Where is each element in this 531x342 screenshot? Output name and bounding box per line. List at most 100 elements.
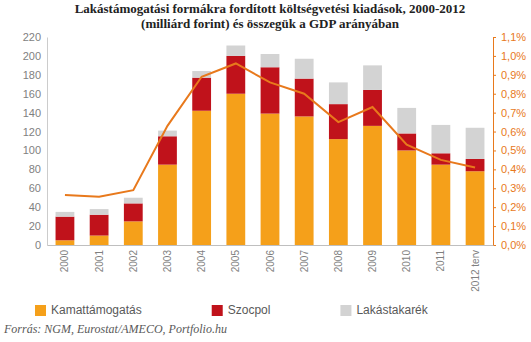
x-tick-label: 2011 <box>435 250 446 272</box>
x-tick-label: 2008 <box>333 250 344 273</box>
y2-tick-mark <box>493 150 496 151</box>
x-tick-label: 2004 <box>196 250 207 273</box>
bar <box>466 128 485 159</box>
y-tick-label: 100 <box>23 144 41 156</box>
bar <box>397 150 416 245</box>
y-tick-label: 60 <box>29 182 41 194</box>
title: Lakástámogatási formákra fordított költs… <box>75 1 466 31</box>
y2-tick-mark <box>493 56 496 57</box>
y2-tick-label: 0,1% <box>501 220 526 232</box>
y2-tick-label: 0,6% <box>501 126 526 138</box>
bar <box>261 114 280 245</box>
y-tick: 140 <box>23 107 47 119</box>
y-tick-label: 160 <box>23 88 41 100</box>
bar <box>90 209 109 215</box>
y2-tick-mark <box>493 75 496 76</box>
bar <box>431 165 450 245</box>
x-tick-label: 2005 <box>230 250 241 273</box>
x-tick: 2000 <box>59 245 70 272</box>
y2-tick-label: 0,9% <box>501 69 526 81</box>
x-tick-label: 2002 <box>128 250 139 273</box>
y-tick: 200 <box>23 50 47 62</box>
bar <box>124 203 143 221</box>
y2-tick-mark <box>493 207 496 208</box>
y2-tick-mark <box>493 188 496 189</box>
y2-tick-label: 0,8% <box>501 88 526 100</box>
bar <box>466 171 485 245</box>
bar <box>363 65 382 90</box>
legend-label: Kamattámogatás <box>51 303 142 317</box>
y2-tick: 0,9% <box>493 69 526 81</box>
x-tick: 2010 <box>401 245 412 272</box>
y2-tick-label: 0,5% <box>501 144 526 156</box>
y2-tick: 1,1% <box>493 31 526 43</box>
y2-tick: 0,1% <box>493 220 526 232</box>
x-tick: 2012 terv <box>470 245 481 292</box>
x-tick-label: 2001 <box>94 250 105 273</box>
legend-swatch <box>212 305 223 316</box>
y2-tick-label: 0,3% <box>501 182 526 194</box>
x-tick-label: 2006 <box>265 250 276 273</box>
bar <box>431 125 450 153</box>
y-tick-label: 20 <box>29 220 41 232</box>
legend-swatch <box>35 305 46 316</box>
y2-tick: 0,7% <box>493 107 526 119</box>
y2-tick-mark <box>493 94 496 95</box>
y2-tick-label: 0,4% <box>501 163 526 175</box>
y-tick: 180 <box>23 69 47 81</box>
x-tick-label: 2009 <box>367 250 378 273</box>
y-tick-label: 220 <box>23 31 41 43</box>
bar <box>295 79 314 117</box>
y2-tick-label: 1,0% <box>501 50 526 62</box>
bar <box>90 215 109 236</box>
bar <box>397 108 416 134</box>
bar <box>90 236 109 245</box>
y2-tick: 0,6% <box>493 126 526 138</box>
y2-axis-line <box>494 38 497 246</box>
y-tick: 20 <box>29 220 47 232</box>
x-tick: 2007 <box>299 245 310 272</box>
bar <box>56 240 75 245</box>
x-tick: 2008 <box>333 245 344 272</box>
y2-tick: 0,5% <box>493 144 526 156</box>
x-tick-label: 2010 <box>401 250 412 273</box>
bar <box>56 217 75 241</box>
y2-tick: 0,2% <box>493 201 526 213</box>
source-note: Forrás: NGM, Eurostat/AMECO, Portfolio.h… <box>3 322 227 336</box>
bar <box>192 78 211 111</box>
y-tick-label: 200 <box>23 50 41 62</box>
y-tick-label: 0 <box>35 239 41 251</box>
x-tick: 2009 <box>367 245 378 272</box>
x-tick-label: 2007 <box>299 250 310 273</box>
bar <box>261 54 280 67</box>
chart-container: Lakástámogatási formákra fordított költs… <box>0 0 531 342</box>
chart-svg: Lakástámogatási formákra fordított költs… <box>0 0 531 342</box>
y2-tick-mark <box>493 226 496 227</box>
legend-swatch <box>340 305 351 316</box>
x-tick-label: 2003 <box>162 250 173 273</box>
y-tick-label: 140 <box>23 107 41 119</box>
y2-tick: 0,3% <box>493 182 526 194</box>
y-tick-label: 40 <box>29 201 41 213</box>
legend-label: Lakástakarék <box>356 303 428 317</box>
y-tick: 40 <box>29 201 47 213</box>
y2-tick-mark <box>493 169 496 170</box>
x-tick: 2004 <box>196 245 207 272</box>
plot-area <box>56 46 485 245</box>
y2-tick: 1,0% <box>493 50 526 62</box>
x-tick: 2001 <box>94 245 105 272</box>
bar <box>226 46 245 56</box>
y2-tick-label: 0,0% <box>501 239 526 251</box>
bar <box>363 126 382 245</box>
y2-tick-mark <box>493 132 496 133</box>
bar <box>124 198 143 204</box>
y-tick: 80 <box>29 163 47 175</box>
x-tick: 2003 <box>162 245 173 272</box>
y-tick-label: 120 <box>23 126 41 138</box>
bar <box>295 59 314 79</box>
y-tick: 120 <box>23 126 47 138</box>
bar <box>295 116 314 245</box>
y-axis-line <box>47 38 48 246</box>
y2-tick: 0,4% <box>493 163 526 175</box>
x-tick: 2011 <box>435 245 446 272</box>
